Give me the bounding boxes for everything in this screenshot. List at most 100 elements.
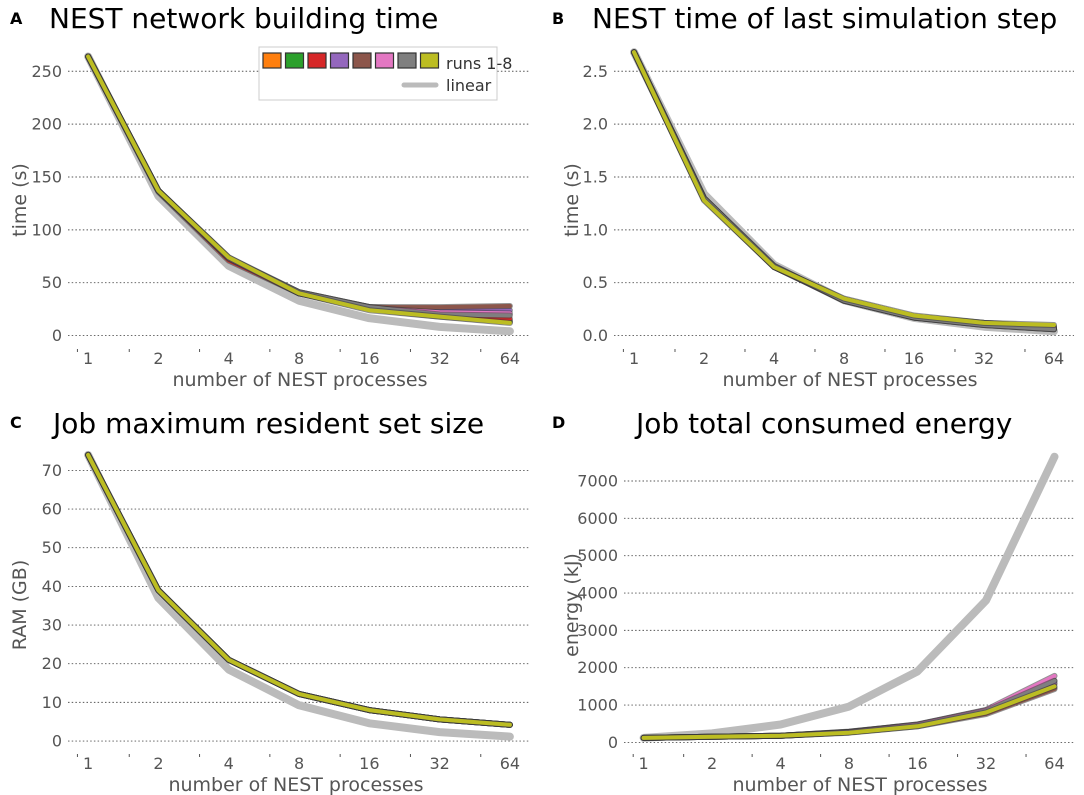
panel-d-y-tick-label: 5000: [577, 546, 618, 565]
legend-linear-label: linear: [446, 76, 492, 95]
panel-d-y-ticks: 0 1000 2000 3000 4000 5000 6000 7000: [577, 472, 618, 752]
panel-d-y-axis-label: energy (kJ): [561, 553, 583, 657]
panel-c-y-tick-label: 60: [42, 500, 62, 519]
legend-run-2-swatch: [284, 52, 305, 69]
panel-d-y-tick-label: 3000: [577, 621, 618, 640]
legend-run-5-swatch: [352, 52, 372, 69]
panel-a-title: NEST network building time: [49, 2, 438, 35]
legend-run-6-swatch: [374, 52, 395, 69]
panel-c-y-tick-label: 70: [42, 461, 62, 480]
panel-c-x-ticks: 1 2 4 8 16 32 64: [76, 754, 520, 773]
panel-b-grid: [614, 70, 1074, 337]
panel-c-x-tick-label: 64: [500, 754, 520, 773]
legend-runs-label: runs 1-8: [446, 54, 512, 73]
panel-d-title: Job total consumed energy: [634, 407, 1012, 440]
panel-b-title: NEST time of last simulation step: [592, 2, 1057, 35]
panel-a-y-ticks: 0 50 100 150 200 250: [31, 62, 62, 345]
panel-c-title: Job maximum resident set size: [51, 407, 484, 440]
panel-c-y-tick-label: 40: [42, 577, 62, 596]
panel-a-x-tick-label: 4: [224, 349, 234, 368]
panel-b-x-tick-label: 1: [629, 349, 639, 368]
panel-b-x-tick-label: 64: [1044, 349, 1064, 368]
panel-b-y-tick-label: 1.5: [583, 167, 608, 186]
panel-a-y-tick-label: 200: [31, 115, 62, 134]
panel-a-x-ticks: 1 2 4 8 16 32 64: [76, 349, 520, 368]
panel-d-run-8-line: [640, 683, 1058, 741]
panel-b-y-axis-label: time (s): [561, 163, 583, 237]
panel-c-x-tick-label: 16: [359, 754, 379, 773]
panel-c-x-axis-label: number of NEST processes: [168, 774, 423, 795]
panel-b-x-tick-label: 16: [904, 349, 924, 368]
panel-d-x-tick-label: 16: [907, 754, 927, 773]
panel-a-x-tick-label: 8: [294, 349, 304, 368]
panel-b-x-tick-label: 2: [699, 349, 709, 368]
panel-d-y-tick-label: 6000: [577, 509, 618, 528]
panel-d-series: [639, 452, 1059, 742]
panel-d-x-tick-label: 2: [707, 754, 717, 773]
panel-a-y-tick-label: 250: [31, 62, 62, 81]
panel-d-x-axis-label: number of NEST processes: [732, 774, 987, 795]
legend-run-8-swatch: [419, 52, 440, 69]
panel-b-y-ticks: 0.0 0.5 1.0 1.5 2.0 2.5: [583, 62, 608, 345]
panel-c-y-axis-label: RAM (GB): [9, 560, 31, 650]
panel-c-x-tick-label: 32: [429, 754, 449, 773]
legend-run-4-swatch: [329, 52, 350, 69]
panel-c-y-tick-label: 0: [52, 732, 62, 751]
panel-d-y-tick-label: 1000: [577, 696, 618, 715]
panel-b-x-ticks: 1 2 4 8 16 32 64: [622, 349, 1064, 368]
panel-d-y-tick-label: 2000: [577, 658, 618, 677]
panel-d-x-tick-label: 4: [775, 754, 785, 773]
panel-c-x-tick-label: 8: [294, 754, 304, 773]
panel-c-linear-line: [84, 450, 514, 741]
panel-a-x-tick-label: 2: [153, 349, 163, 368]
panel-a-y-axis-label: time (s): [9, 163, 31, 237]
panel-b: B NEST time of last simulation step 1 2 4 8…: [552, 2, 1074, 391]
panel-b-y-tick-label: 1.0: [583, 220, 608, 239]
panel-c-y-tick-label: 50: [42, 538, 62, 557]
panel-a-run-8-line: [85, 53, 513, 326]
panel-a-y-tick-label: 100: [31, 220, 62, 239]
panel-c-y-tick-label: 20: [42, 654, 62, 673]
panel-a-series: [84, 52, 514, 336]
panel-a-y-tick-label: 0: [52, 326, 62, 345]
panel-c-y-tick-label: 30: [42, 616, 62, 635]
panel-c-y-ticks: 0 10 20 30 40 50 60 70: [42, 461, 62, 751]
panel-b-y-tick-label: 2.0: [583, 115, 608, 134]
panel-b-y-tick-label: 0.5: [583, 273, 608, 292]
legend-run-1-swatch: [262, 52, 282, 69]
panel-c-x-tick-label: 1: [83, 754, 93, 773]
panel-b-x-axis-label: number of NEST processes: [722, 369, 977, 391]
panel-d-letter: D: [552, 413, 565, 432]
panel-d-y-tick-label: 7000: [577, 472, 618, 491]
panel-a-x-tick-label: 64: [500, 349, 520, 368]
panel-c-run-8-line: [85, 451, 513, 728]
panel-a-x-tick-label: 1: [83, 349, 93, 368]
panel-d: D Job total consumed energy 1 2 4 8 16 32 64 0…: [552, 407, 1074, 795]
panel-b-x-tick-label: 4: [769, 349, 779, 368]
panel-d-x-tick-label: 1: [639, 754, 649, 773]
panel-c-y-tick-label: 10: [42, 693, 62, 712]
legend-run-3-swatch: [307, 52, 327, 69]
panel-a-linear-line: [84, 52, 514, 336]
panel-b-run-8-line: [631, 49, 1057, 328]
panel-a: A NEST network building time 1 2 4 8 16 32 64 …: [9, 2, 530, 391]
panel-d-x-tick-label: 8: [844, 754, 854, 773]
panel-a-x-tick-label: 16: [359, 349, 379, 368]
panel-b-letter: B: [552, 9, 564, 28]
panel-c-x-tick-label: 2: [153, 754, 163, 773]
panel-a-x-axis-label: number of NEST processes: [172, 369, 427, 391]
panel-d-y-tick-label: 0: [608, 733, 618, 752]
panel-d-x-ticks: 1 2 4 8 16 32 64: [632, 754, 1065, 773]
panel-d-x-tick-label: 32: [976, 754, 996, 773]
panel-b-x-tick-label: 32: [974, 349, 994, 368]
panel-c-series: [84, 450, 514, 741]
panel-a-y-tick-label: 50: [42, 273, 62, 292]
panel-b-y-tick-label: 0.0: [583, 326, 608, 345]
panel-d-y-tick-label: 4000: [577, 584, 618, 603]
panel-d-linear-line: [639, 452, 1059, 742]
panel-c-grid: [68, 469, 530, 742]
panel-d-x-tick-label: 64: [1044, 754, 1064, 773]
panel-c-x-tick-label: 4: [224, 754, 234, 773]
